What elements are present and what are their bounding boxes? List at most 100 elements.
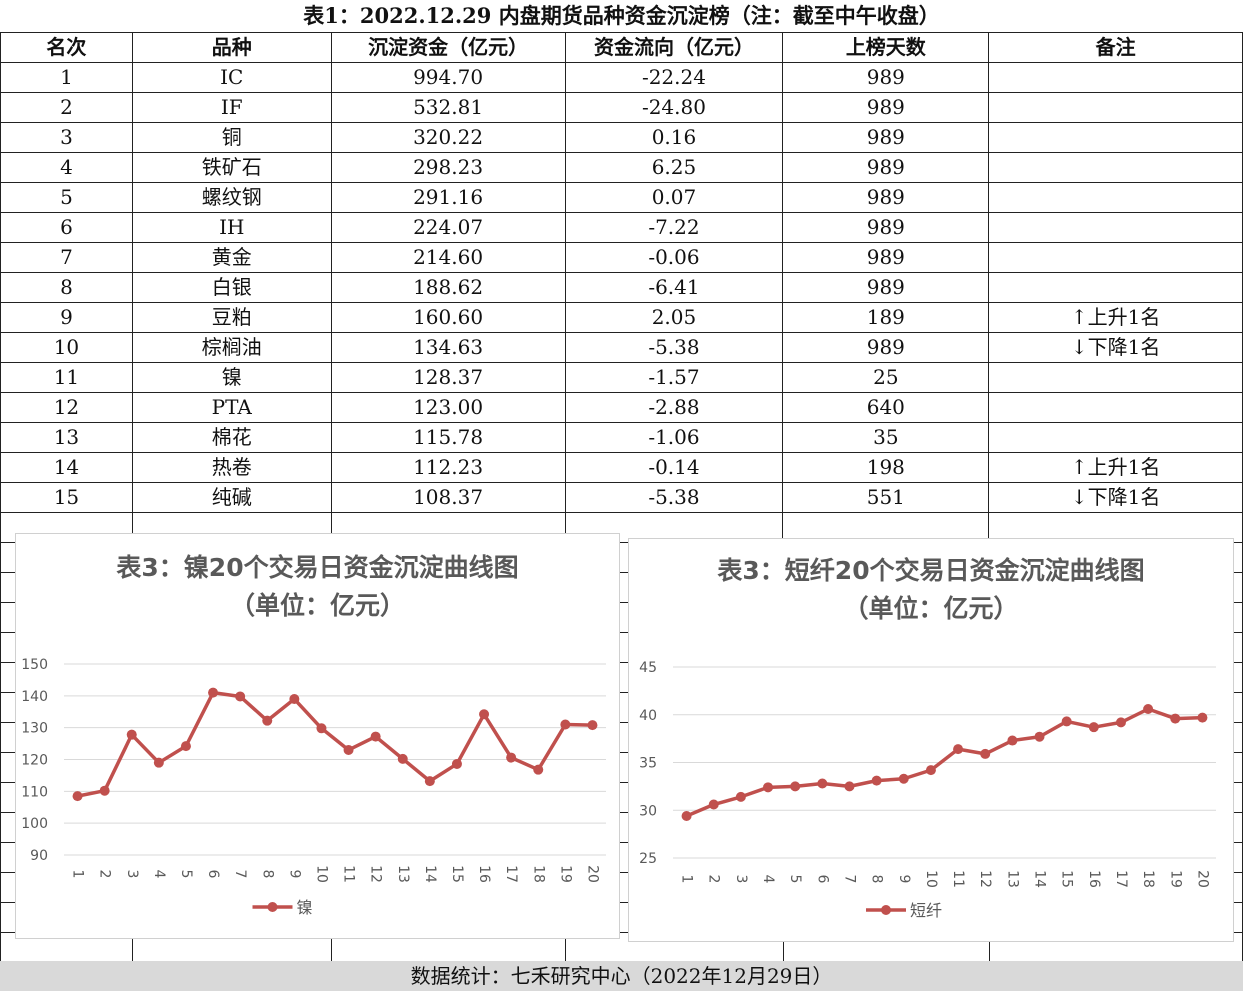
cell-name[interactable]: 白银 xyxy=(131,272,332,303)
cell-days[interactable]: 989 xyxy=(782,182,990,213)
cell-flow[interactable]: -1.57 xyxy=(564,362,784,393)
cell-flow[interactable]: -7.22 xyxy=(564,212,784,243)
cell-note[interactable] xyxy=(988,392,1243,423)
cell-capital[interactable]: 128.37 xyxy=(330,362,566,393)
cell-name[interactable]: IF xyxy=(131,92,332,123)
cell-name[interactable]: 螺纹钢 xyxy=(131,182,332,213)
cell-name[interactable]: 棕榈油 xyxy=(131,332,332,363)
cell-rank[interactable]: 9 xyxy=(0,302,133,333)
cell-capital[interactable]: 994.70 xyxy=(330,62,566,93)
cell-capital[interactable]: 112.23 xyxy=(330,452,566,483)
staple-fiber-chart[interactable]: 表3：短纤20个交易日资金沉淀曲线图 （单位：亿元） 25 30 35 40 45 1 2 3 4 5… xyxy=(628,538,1234,942)
cell-flow[interactable]: -0.06 xyxy=(564,242,784,273)
cell-rank[interactable]: 12 xyxy=(0,392,133,423)
cell-note[interactable] xyxy=(988,122,1243,153)
cell-note[interactable] xyxy=(988,212,1243,243)
cell-days[interactable]: 989 xyxy=(782,212,990,243)
cell-name[interactable]: IC xyxy=(131,62,332,93)
cell-days[interactable]: 989 xyxy=(782,242,990,273)
cell-rank[interactable]: 1 xyxy=(0,62,133,93)
cell-capital[interactable]: 123.00 xyxy=(330,392,566,423)
cell-days[interactable]: 35 xyxy=(782,422,990,453)
cell-rank[interactable]: 3 xyxy=(0,122,133,153)
cell-note[interactable] xyxy=(988,62,1243,93)
cell-flow[interactable]: 2.05 xyxy=(564,302,784,333)
cell-capital[interactable]: 188.62 xyxy=(330,272,566,303)
cell-capital[interactable]: 291.16 xyxy=(330,182,566,213)
nickel-chart[interactable]: 表3：镍20个交易日资金沉淀曲线图 （单位：亿元） 90 100 110 120 130 14… xyxy=(15,533,620,939)
cell-note[interactable] xyxy=(988,242,1243,273)
cell-days[interactable]: 989 xyxy=(782,92,990,123)
header-days[interactable]: 上榜天数 xyxy=(782,32,990,63)
cell-capital[interactable]: 320.22 xyxy=(330,122,566,153)
cell-capital[interactable]: 224.07 xyxy=(330,212,566,243)
cell-capital[interactable]: 532.81 xyxy=(330,92,566,123)
cell-capital[interactable]: 298.23 xyxy=(330,152,566,183)
cell-name[interactable]: 黄金 xyxy=(131,242,332,273)
cell-days[interactable]: 989 xyxy=(782,62,990,93)
cell-flow[interactable]: -5.38 xyxy=(564,332,784,363)
header-note[interactable]: 备注 xyxy=(988,32,1243,63)
cell-rank[interactable]: 2 xyxy=(0,92,133,123)
cell-name[interactable]: 铜 xyxy=(131,122,332,153)
cell-rank[interactable]: 15 xyxy=(0,482,133,513)
cell-name[interactable]: 铁矿石 xyxy=(131,152,332,183)
cell-flow[interactable]: -0.14 xyxy=(564,452,784,483)
cell-note[interactable] xyxy=(988,92,1243,123)
cell-flow[interactable]: 0.07 xyxy=(564,182,784,213)
cell-capital[interactable]: 134.63 xyxy=(330,332,566,363)
cell-note[interactable] xyxy=(988,272,1243,303)
cell-rank[interactable]: 10 xyxy=(0,332,133,363)
cell-flow[interactable]: -2.88 xyxy=(564,392,784,423)
cell-rank[interactable]: 7 xyxy=(0,242,133,273)
cell-days[interactable]: 198 xyxy=(782,452,990,483)
cell-name[interactable]: 豆粕 xyxy=(131,302,332,333)
cell-flow[interactable]: -22.24 xyxy=(564,62,784,93)
cell-rank[interactable]: 8 xyxy=(0,272,133,303)
header-capital[interactable]: 沉淀资金（亿元） xyxy=(330,32,566,63)
cell-note[interactable] xyxy=(988,362,1243,393)
cell-note[interactable] xyxy=(988,182,1243,213)
cell-flow[interactable]: -24.80 xyxy=(564,92,784,123)
cell-name[interactable]: 棉花 xyxy=(131,422,332,453)
cell-days[interactable]: 989 xyxy=(782,272,990,303)
cell-note[interactable]: ↓下降1名 xyxy=(988,482,1243,513)
cell-days[interactable]: 989 xyxy=(782,152,990,183)
cell-capital[interactable]: 115.78 xyxy=(330,422,566,453)
cell-capital[interactable]: 214.60 xyxy=(330,242,566,273)
cell-rank[interactable]: 5 xyxy=(0,182,133,213)
cell-days[interactable]: 189 xyxy=(782,302,990,333)
cell-capital[interactable]: 160.60 xyxy=(330,302,566,333)
cell-rank[interactable]: 6 xyxy=(0,212,133,243)
cell-name[interactable]: 热卷 xyxy=(131,452,332,483)
cell-note[interactable]: ↑上升1名 xyxy=(988,452,1243,483)
cell-flow[interactable]: -6.41 xyxy=(564,272,784,303)
cell-rank[interactable]: 14 xyxy=(0,452,133,483)
cell-name[interactable]: 镍 xyxy=(131,362,332,393)
cell-days[interactable]: 25 xyxy=(782,362,990,393)
header-flow[interactable]: 资金流向（亿元） xyxy=(564,32,784,63)
cell-rank[interactable]: 11 xyxy=(0,362,133,393)
cell-flow[interactable]: 6.25 xyxy=(564,152,784,183)
cell-days[interactable]: 989 xyxy=(782,122,990,153)
cell-name[interactable]: IH xyxy=(131,212,332,243)
header-name[interactable]: 品种 xyxy=(131,32,332,63)
cell-rank[interactable]: 13 xyxy=(0,422,133,453)
cell-capital[interactable]: 108.37 xyxy=(330,482,566,513)
cell-name[interactable]: PTA xyxy=(131,392,332,423)
cell-days[interactable]: 640 xyxy=(782,392,990,423)
cell-note[interactable]: ↑上升1名 xyxy=(988,302,1243,333)
cell-days[interactable]: 989 xyxy=(782,332,990,363)
cell-empty[interactable] xyxy=(988,512,1243,543)
cell-rank[interactable]: 4 xyxy=(0,152,133,183)
cell-flow[interactable]: 0.16 xyxy=(564,122,784,153)
cell-note[interactable] xyxy=(988,152,1243,183)
cell-flow[interactable]: -1.06 xyxy=(564,422,784,453)
cell-name[interactable]: 纯碱 xyxy=(131,482,332,513)
cell-flow[interactable]: -5.38 xyxy=(564,482,784,513)
cell-note[interactable]: ↓下降1名 xyxy=(988,332,1243,363)
cell-days[interactable]: 551 xyxy=(782,482,990,513)
x-tick-label: 12 xyxy=(977,870,993,888)
cell-note[interactable] xyxy=(988,422,1243,453)
header-rank[interactable]: 名次 xyxy=(0,32,133,63)
